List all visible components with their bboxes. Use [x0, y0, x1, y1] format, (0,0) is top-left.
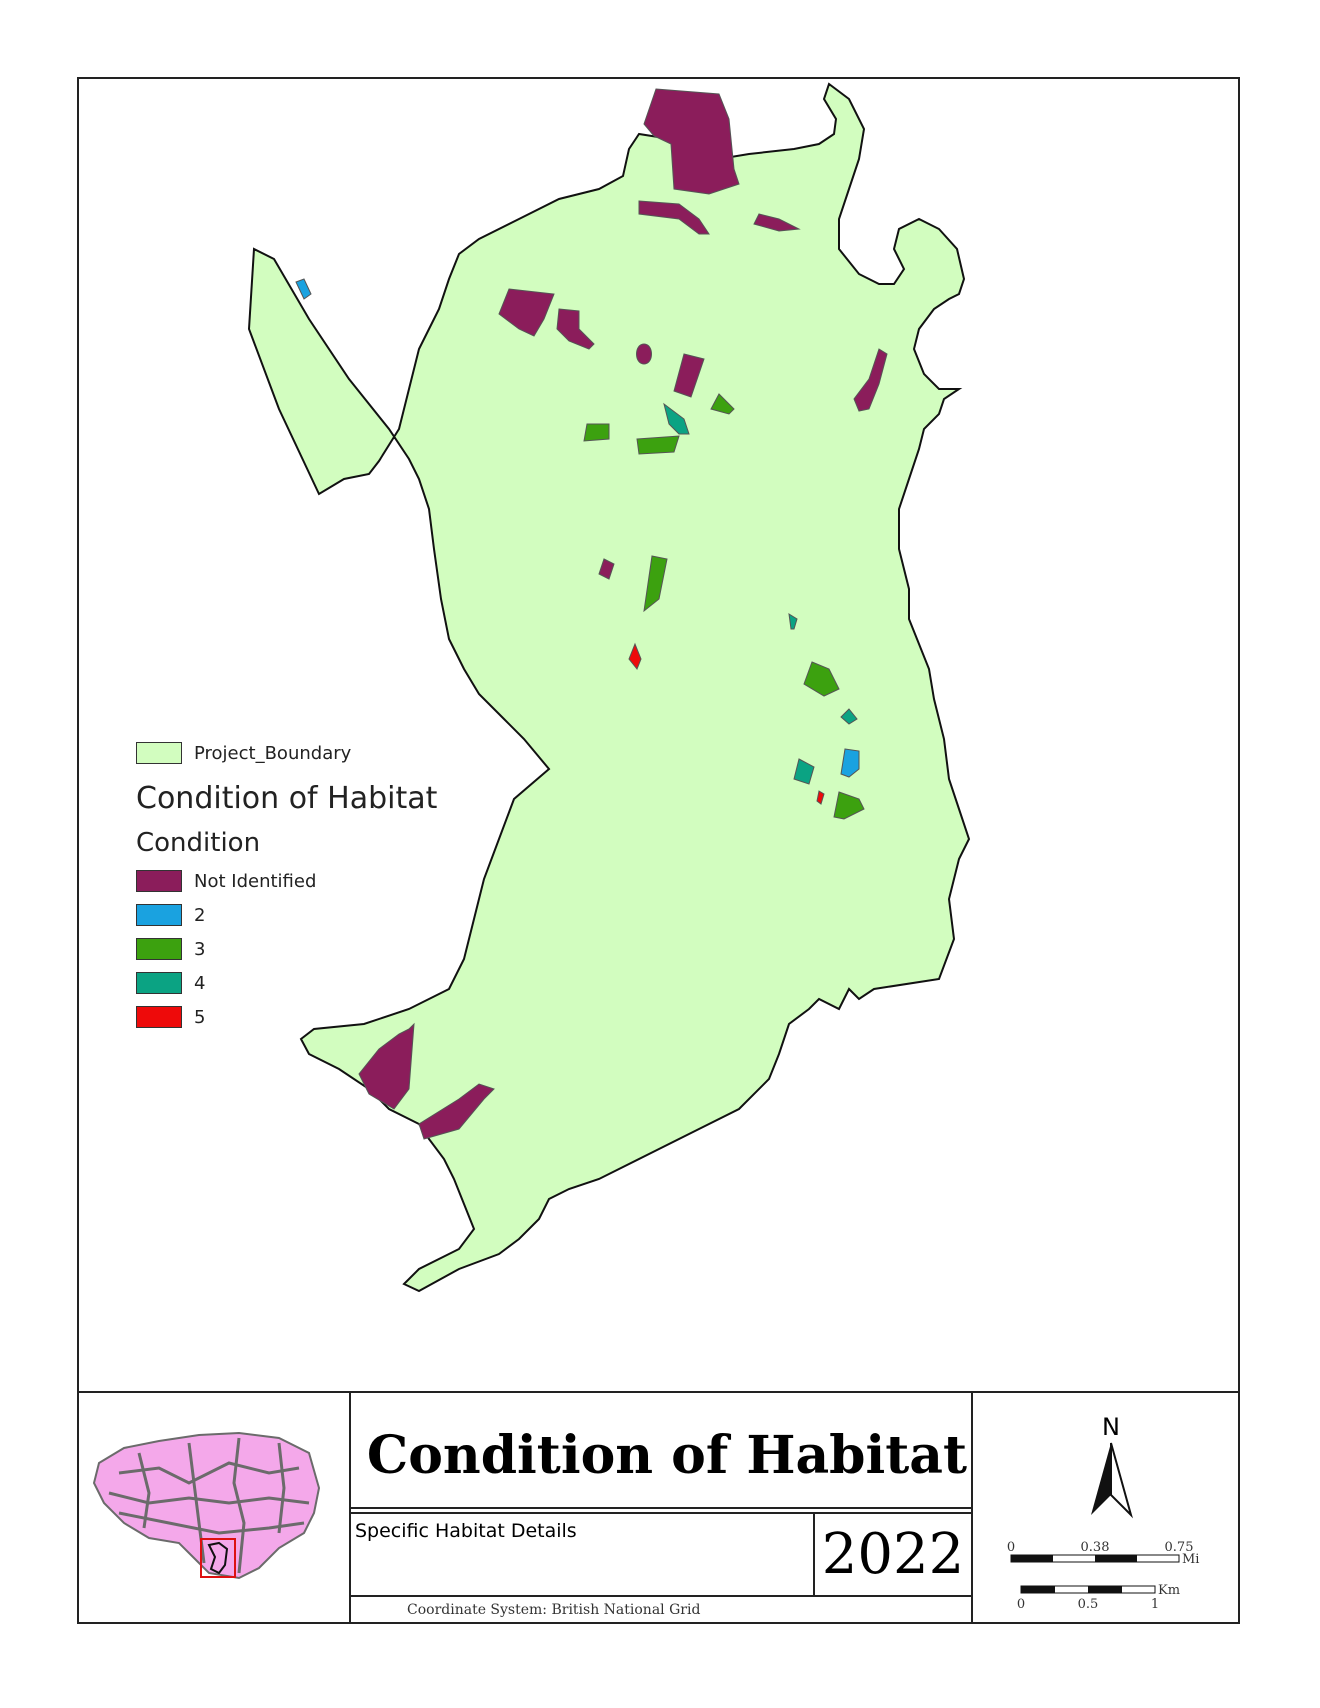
habitat-patches — [295, 88, 888, 1140]
scale-mi-tick-2: 0.75 — [1165, 1540, 1194, 1555]
inset-region — [92, 1431, 321, 1580]
habitat-4 — [663, 402, 690, 435]
legend-swatch — [136, 938, 182, 960]
legend-items: Not Identified 2 3 4 5 — [136, 864, 437, 1034]
inset-boundary-lines — [108, 1437, 310, 1574]
scale-mi-tick-1: 0.38 — [1081, 1540, 1110, 1555]
habitat-not-identified — [753, 213, 801, 232]
map-svg — [247, 82, 971, 1293]
legend-boundary-label: Project_Boundary — [194, 742, 352, 764]
habitat-not-identified — [418, 1083, 495, 1140]
legend-item: Not Identified — [136, 864, 437, 898]
habitat-3 — [833, 791, 865, 820]
north-and-scale: N 0 0.38 0.75 Mi — [971, 1393, 1238, 1624]
habitat-4 — [788, 613, 798, 630]
habitat-not-identified — [556, 308, 595, 350]
habitat-not-identified — [638, 200, 710, 235]
habitat-3 — [710, 393, 735, 415]
habitat-4 — [840, 708, 858, 725]
legend-boundary-swatch — [136, 742, 182, 764]
habitat-2 — [840, 748, 860, 778]
habitat-not-identified — [636, 343, 652, 365]
scale-mi-unit: Mi — [1182, 1552, 1199, 1567]
habitat-not-identified — [598, 558, 615, 580]
legend-subtitle: Condition — [136, 828, 261, 858]
scale-km-tick-2: 1 — [1151, 1597, 1159, 1612]
legend-item-label: 5 — [194, 1006, 206, 1028]
habitat-3 — [803, 661, 840, 697]
habitat-5 — [628, 642, 642, 670]
scale-km-tick-0: 0 — [1017, 1597, 1025, 1612]
habitat-4 — [793, 758, 815, 785]
locator-inset-map — [79, 1393, 351, 1624]
north-arrow-icon — [1091, 1442, 1133, 1519]
habitat-not-identified — [853, 348, 888, 412]
habitat-not-identified — [498, 288, 555, 337]
scale-km-unit: Km — [1158, 1583, 1180, 1598]
scale-km-tick-1: 0.5 — [1078, 1597, 1099, 1612]
habitat-not-identified — [358, 1022, 415, 1110]
legend-item: 2 — [136, 898, 437, 932]
north-label: N — [1102, 1413, 1120, 1441]
title-block: Condition of Habitat Specific Habitat De… — [349, 1393, 973, 1624]
map-year: 2022 — [815, 1512, 971, 1597]
coordinate-system: Coordinate System: British National Grid — [407, 1602, 701, 1618]
habitat-not-identified — [673, 353, 705, 398]
map-frame: Project_Boundary Condition of Habitat Co… — [77, 77, 1240, 1624]
habitat-3 — [643, 555, 668, 613]
habitat-not-identified — [643, 88, 740, 195]
habitat-3 — [583, 423, 610, 442]
map-title: Condition of Habitat — [349, 1393, 971, 1509]
map-footer: Condition of Habitat Specific Habitat De… — [79, 1391, 1238, 1624]
legend-item: 5 — [136, 1000, 437, 1034]
map-canvas[interactable]: Project_Boundary Condition of Habitat Co… — [79, 79, 1238, 1391]
map-legend: Project_Boundary Condition of Habitat Co… — [136, 736, 437, 1034]
legend-item: 4 — [136, 966, 437, 1000]
legend-item-label: 3 — [194, 938, 206, 960]
legend-swatch — [136, 972, 182, 994]
habitat-5 — [816, 790, 825, 805]
legend-item-label: 2 — [194, 904, 206, 926]
habitat-3 — [636, 435, 680, 455]
scale-bar-miles: 0 0.38 0.75 Mi — [1007, 1540, 1200, 1567]
legend-item-label: Not Identified — [194, 870, 317, 892]
legend-swatch — [136, 1006, 182, 1028]
inset-highlight-box — [200, 1538, 236, 1578]
legend-title: Condition of Habitat — [136, 781, 438, 816]
scale-bar-km: 0 0.5 1 Km — [1017, 1583, 1180, 1612]
map-subtitle: Specific Habitat Details — [349, 1512, 815, 1597]
legend-swatch — [136, 904, 182, 926]
scale-mi-tick-0: 0 — [1007, 1540, 1015, 1555]
legend-item: 3 — [136, 932, 437, 966]
legend-item-label: 4 — [194, 972, 206, 994]
legend-swatch — [136, 870, 182, 892]
habitat-2 — [295, 278, 312, 300]
legend-boundary-row: Project_Boundary — [136, 736, 437, 770]
project-boundary[interactable] — [247, 82, 971, 1293]
